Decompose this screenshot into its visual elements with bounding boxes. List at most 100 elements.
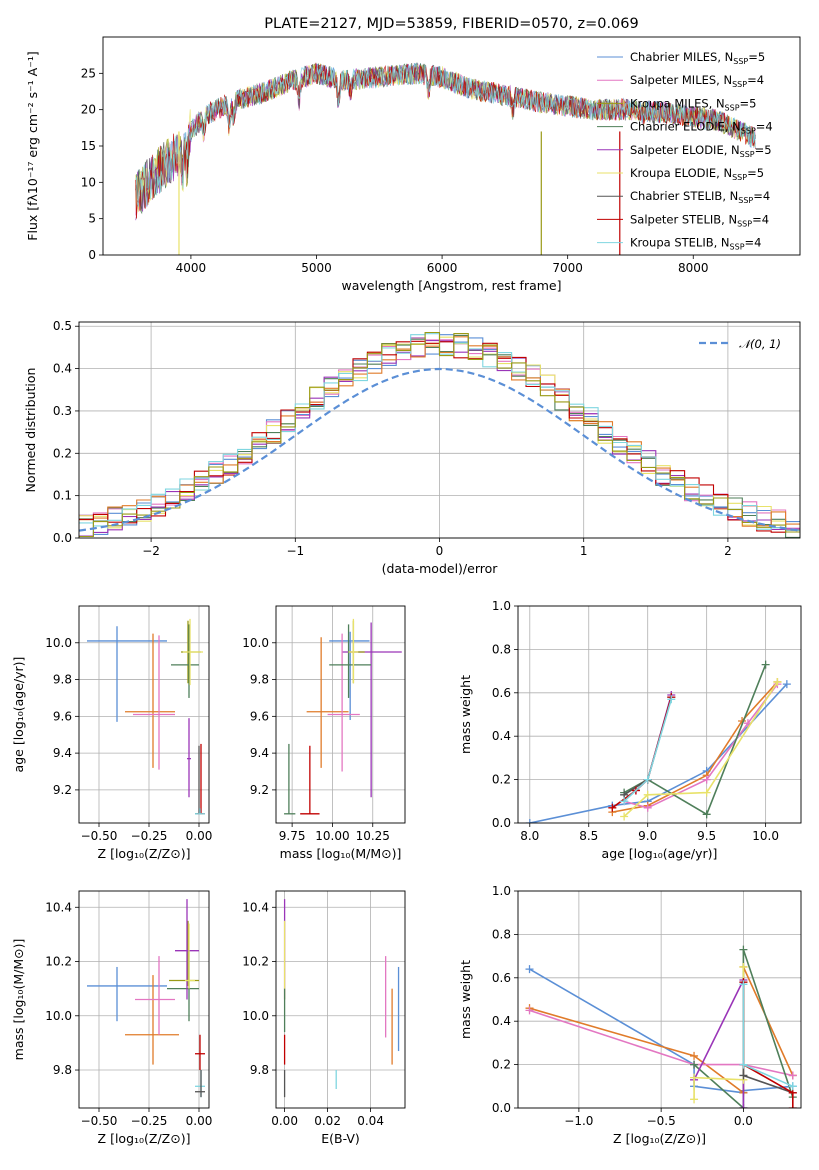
error-bar xyxy=(87,626,167,722)
x-tick-label: 10.25 xyxy=(356,829,390,843)
x-tick-label: 0.04 xyxy=(357,1114,384,1128)
legend-entry: Salpeter STELIB, NSSP=4 xyxy=(597,212,769,228)
y-tick-label: 0 xyxy=(88,248,96,262)
x-tick-label: −0.25 xyxy=(131,829,168,843)
error-bar xyxy=(195,1070,205,1098)
x-tick-label: 4000 xyxy=(176,261,207,275)
y-tick-label: 9.2 xyxy=(53,783,72,797)
y-tick-label: 10.0 xyxy=(45,636,72,650)
legend-label: Chabrier STELIB, NSSP=4 xyxy=(630,189,770,205)
axes-frame xyxy=(78,605,210,824)
y-tick-label: 9.6 xyxy=(250,709,269,723)
x-tick-label: 0 xyxy=(436,544,444,558)
y-tick-label: 0.4 xyxy=(492,1014,511,1028)
plot-area xyxy=(79,331,800,538)
error-bar xyxy=(187,718,191,798)
error-bar xyxy=(195,1034,205,1071)
x-tick-label: 9.0 xyxy=(638,829,657,843)
error-bar xyxy=(169,920,199,986)
axes-frame xyxy=(517,605,802,824)
y-tick-label: 10.2 xyxy=(45,955,72,969)
x-tick-label: −0.25 xyxy=(131,1114,168,1128)
series-marker xyxy=(643,775,652,784)
legend-label: Kroupa MILES, NSSP=5 xyxy=(630,96,756,112)
error-bar xyxy=(133,635,175,770)
y-tick-label: 9.8 xyxy=(250,673,269,687)
x-tick-label: 9.75 xyxy=(279,829,306,843)
error-bar xyxy=(197,743,205,815)
x-axis-label: wavelength [Angstrom, rest frame] xyxy=(341,278,561,293)
x-tick-label: 0.00 xyxy=(186,829,213,843)
axes-frame xyxy=(517,890,802,1109)
y-tick-label: 0.0 xyxy=(492,1101,511,1115)
x-axis-label: Z [log₁₀(Z/Z⊙)] xyxy=(98,1131,191,1146)
x-axis-label: (data-model)/error xyxy=(382,561,499,576)
y-tick-label: 0.0 xyxy=(53,531,72,545)
axes-frame xyxy=(102,36,801,256)
y-tick-label: 10.2 xyxy=(242,955,269,969)
y-tick-label: 0.0 xyxy=(492,816,511,830)
series-marker xyxy=(702,810,711,819)
series-marker xyxy=(782,680,791,689)
y-tick-label: 0.1 xyxy=(53,489,72,503)
y-tick-label: 0.4 xyxy=(492,729,511,743)
y-tick-label: 9.8 xyxy=(250,1063,269,1077)
series-marker xyxy=(739,1104,748,1108)
series-marker xyxy=(525,1006,534,1015)
legend-entry: Chabrier ELODIE, NSSP=4 xyxy=(597,120,773,136)
panel-spectrum: 4000 5000 6000 7000 8000 0 5 10 15 20 25 wavelength… xyxy=(25,16,801,293)
y-tick-label: 0.2 xyxy=(492,773,511,787)
panel-age-vs-Z: −0.50 −0.25 0.00 9.2 9.4 9.6 9.8 10.0 Z [log₁₀(Z… xyxy=(11,605,213,861)
y-tick-label: 9.8 xyxy=(53,673,72,687)
series-marker xyxy=(739,1060,748,1069)
error-bar xyxy=(329,631,370,721)
legend-label: Salpeter MILES, NSSP=4 xyxy=(630,73,764,89)
series-path xyxy=(611,696,673,809)
plot-area xyxy=(525,945,797,1108)
error-bar xyxy=(195,808,205,815)
series-marker xyxy=(690,1051,699,1060)
x-tick-label: 0.02 xyxy=(314,1114,341,1128)
y-tick-label: 0.4 xyxy=(53,362,72,376)
x-tick-label: 8000 xyxy=(678,261,709,275)
x-tick-label: 10.00 xyxy=(315,829,349,843)
x-axis-label: Z [log₁₀(Z/Z⊙)] xyxy=(98,846,191,861)
legend-label: Chabrier MILES, NSSP=5 xyxy=(630,50,765,66)
y-tick-label: 0.6 xyxy=(492,971,511,985)
legend-entry: Kroupa ELODIE, NSSP=5 xyxy=(597,166,764,182)
legend-label: Salpeter STELIB, NSSP=4 xyxy=(630,212,769,228)
series-marker xyxy=(620,797,629,806)
error-bar xyxy=(342,622,402,798)
error-bar xyxy=(125,975,179,1065)
x-tick-label: 5000 xyxy=(301,261,332,275)
y-tick-label: 0.8 xyxy=(492,927,511,941)
series-marker xyxy=(643,790,652,799)
series-marker xyxy=(525,819,534,823)
x-tick-label: 0.00 xyxy=(186,1114,213,1128)
y-tick-label: 0.8 xyxy=(492,642,511,656)
series-path xyxy=(693,967,745,1100)
legend-entry: Kroupa STELIB, NSSP=4 xyxy=(597,236,761,252)
axes-frame xyxy=(78,321,801,539)
x-tick-label: 0.00 xyxy=(271,1114,298,1128)
legend-label: Salpeter ELODIE, NSSP=5 xyxy=(630,143,772,159)
y-tick-label: 10.0 xyxy=(242,1009,269,1023)
y-axis-label: age [log₁₀(age/yr)] xyxy=(11,657,26,773)
series-marker xyxy=(761,660,770,669)
panel-residuals: −2 −1 0 1 2 0.0 0.1 0.2 0.3 0.4 0.5 (data-model)/er… xyxy=(23,319,801,576)
legend-entry: Chabrier STELIB, NSSP=4 xyxy=(597,189,770,205)
series-marker xyxy=(788,1104,797,1108)
series-marker xyxy=(788,1082,797,1091)
y-tick-label: 0.6 xyxy=(492,686,511,700)
axes-frame xyxy=(275,605,406,824)
y-tick-label: 1.0 xyxy=(492,599,511,613)
legend-label: Kroupa ELODIE, NSSP=5 xyxy=(630,166,764,182)
y-tick-label: 9.6 xyxy=(53,709,72,723)
error-bar xyxy=(125,633,175,768)
series-path xyxy=(623,683,779,809)
histogram-step xyxy=(79,331,800,538)
y-tick-label: 9.4 xyxy=(250,746,269,760)
y-tick-label: 9.4 xyxy=(53,746,72,760)
series-marker xyxy=(702,775,711,784)
series-marker xyxy=(643,803,652,812)
